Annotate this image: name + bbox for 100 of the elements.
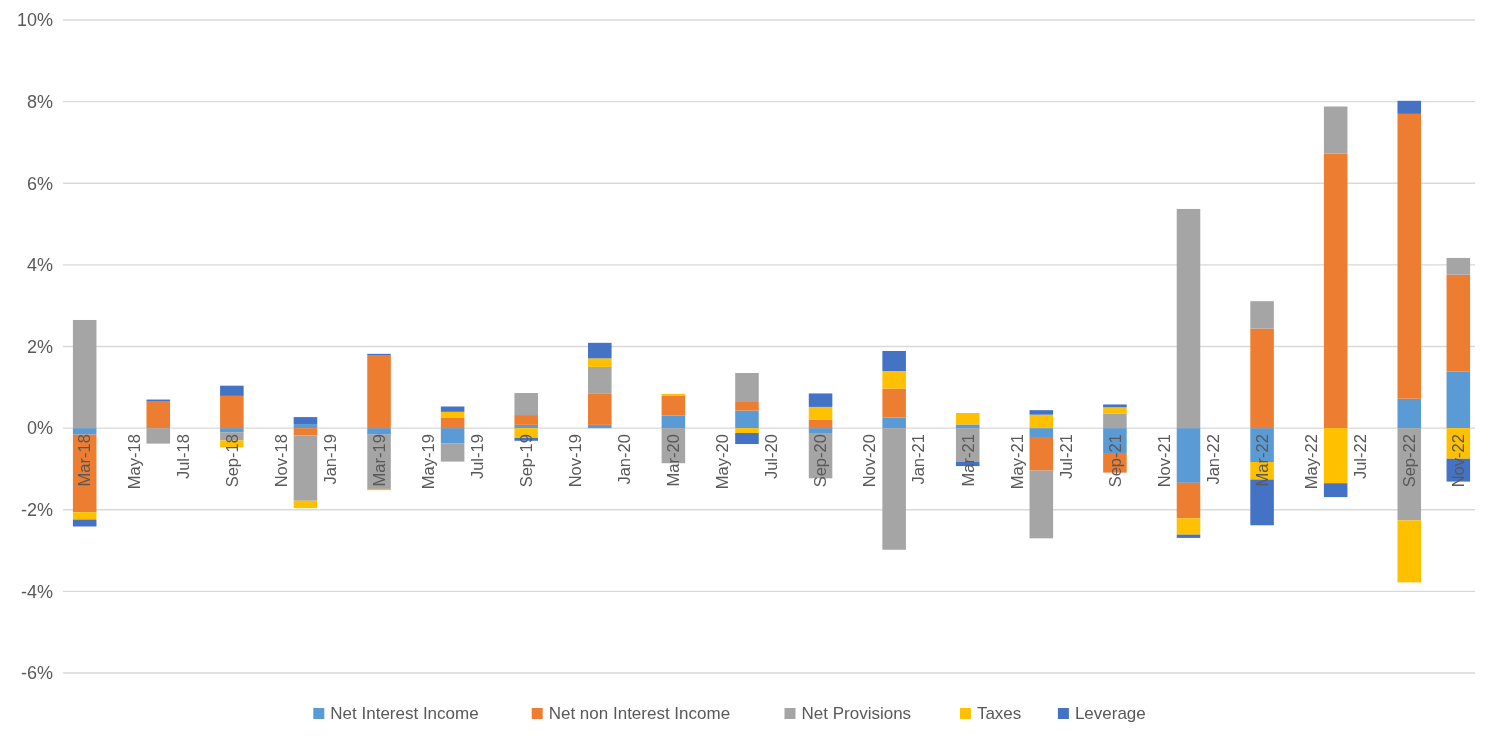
- bar: [1397, 100, 1422, 114]
- bar: [293, 500, 318, 509]
- x-tick-label: Mar-22: [1252, 434, 1271, 487]
- bar: [293, 417, 318, 425]
- bar: [588, 366, 612, 394]
- bar: [1446, 257, 1471, 275]
- x-tick-label: Jul-19: [467, 434, 486, 480]
- bar: [220, 428, 244, 433]
- x-tick-label: Sep-18: [222, 434, 241, 488]
- bar: [808, 428, 833, 434]
- bar: [588, 342, 612, 359]
- bar: [1323, 153, 1348, 429]
- bar: [72, 512, 97, 520]
- x-tick-label: Nov-18: [271, 434, 290, 488]
- bar: [1029, 414, 1054, 429]
- bar: [1029, 470, 1054, 539]
- bar: [367, 355, 391, 429]
- x-tick-label: Jul-21: [1056, 434, 1075, 480]
- bar: [1176, 534, 1201, 538]
- y-tick-label: -6%: [20, 663, 53, 684]
- bar: [1323, 428, 1348, 484]
- y-tick-label: 0%: [26, 418, 53, 439]
- bar: [1250, 328, 1274, 429]
- bar: [1029, 410, 1054, 415]
- bar: [146, 401, 171, 429]
- x-tick-label: Jul-20: [762, 434, 781, 480]
- x-tick-label: Jan-19: [320, 434, 339, 485]
- bar: [735, 433, 759, 445]
- bar: [588, 358, 612, 367]
- bar: [882, 417, 906, 429]
- x-tick-label: Mar-18: [75, 434, 94, 487]
- bar: [1446, 371, 1471, 429]
- bar: [1176, 518, 1201, 535]
- x-tick-label: Jul-22: [1350, 434, 1369, 480]
- bar: [882, 370, 906, 389]
- bar: [661, 395, 686, 416]
- bar: [882, 388, 906, 418]
- bar: [367, 428, 391, 435]
- bar: [955, 424, 980, 429]
- x-tick-label: Nov-19: [566, 434, 585, 488]
- bar: [1103, 407, 1127, 414]
- bar: [440, 411, 465, 418]
- bar: [1176, 208, 1201, 429]
- x-tick-label: May-22: [1301, 434, 1320, 490]
- x-tick-label: Nov-20: [860, 434, 879, 488]
- bar: [440, 406, 465, 412]
- bar: [588, 393, 612, 425]
- bar: [1397, 520, 1422, 583]
- bar: [808, 393, 833, 407]
- x-tick-label: Mar-19: [369, 434, 388, 487]
- bar: [882, 428, 906, 550]
- legend-label: Taxes: [976, 704, 1022, 723]
- bar: [808, 406, 833, 420]
- bar: [1029, 428, 1054, 438]
- bar: [1323, 106, 1348, 154]
- bar: [1103, 404, 1127, 408]
- bar: [955, 413, 980, 425]
- legend-label: Net non Interest Income: [548, 704, 731, 723]
- bar: [1250, 301, 1274, 329]
- bar: [293, 424, 318, 429]
- bar: [220, 385, 244, 396]
- y-tick-label: 2%: [26, 336, 53, 357]
- bar: [1446, 274, 1471, 372]
- bar: [1397, 113, 1422, 399]
- x-tick-label: May-20: [713, 434, 732, 490]
- x-tick-label: Sep-22: [1400, 434, 1419, 488]
- bar: [440, 443, 465, 462]
- bar: [661, 393, 686, 396]
- bar: [588, 424, 612, 429]
- bar: [1397, 398, 1422, 429]
- bar: [440, 428, 465, 444]
- legend-label: Net Interest Income: [330, 704, 479, 723]
- bar: [72, 319, 97, 429]
- x-tick-label: Jan-21: [909, 434, 928, 485]
- bar: [146, 428, 171, 444]
- bar: [146, 399, 171, 402]
- bar: [72, 428, 97, 435]
- x-tick-label: Jul-18: [173, 434, 192, 480]
- y-tick-label: 4%: [26, 255, 53, 276]
- bar: [514, 415, 538, 425]
- bar: [1323, 483, 1348, 498]
- x-tick-label: May-18: [124, 434, 143, 490]
- x-tick-label: Jan-20: [615, 434, 634, 485]
- bar: [1029, 437, 1054, 471]
- x-tick-label: Nov-21: [1154, 434, 1173, 488]
- bar: [1176, 482, 1201, 519]
- bar: [735, 410, 759, 429]
- bar: [440, 417, 465, 429]
- bar: [735, 428, 759, 434]
- x-tick-label: Mar-21: [958, 434, 977, 487]
- bar: [514, 424, 538, 429]
- bar: [808, 419, 833, 429]
- y-tick-label: 8%: [26, 91, 53, 112]
- x-tick-label: Sep-21: [1105, 434, 1124, 488]
- y-tick-label: -4%: [20, 581, 53, 602]
- x-tick-label: Sep-19: [516, 434, 535, 488]
- x-tick-label: Nov-22: [1449, 434, 1468, 488]
- legend-label: Net Provisions: [801, 704, 912, 723]
- x-tick-label: Sep-20: [811, 434, 830, 488]
- bar: [293, 428, 318, 436]
